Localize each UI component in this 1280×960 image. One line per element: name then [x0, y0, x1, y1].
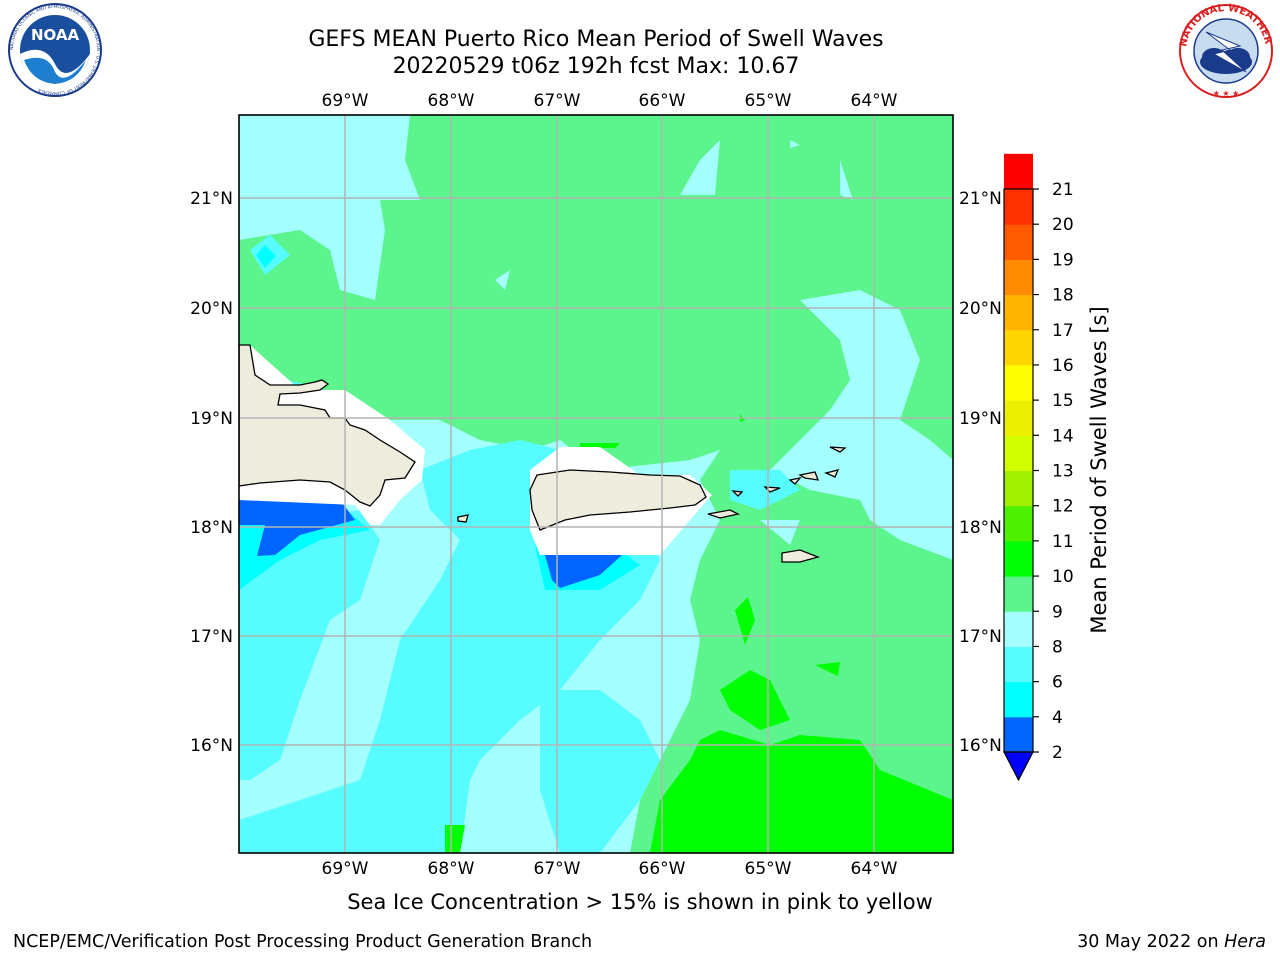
chart-title: GEFS MEAN Puerto Rico Mean Period of Swe… — [308, 27, 884, 52]
lon-label-bottom: 66°W — [639, 859, 686, 879]
lat-label-left: 21°N — [190, 189, 233, 209]
lon-label-bottom: 68°W — [428, 859, 475, 879]
colorbar-segment — [1004, 153, 1033, 190]
footer-date-text: 30 May 2022 on — [1077, 932, 1225, 952]
island-anegada — [829, 446, 847, 453]
lat-label-left: 20°N — [190, 299, 233, 319]
svg-text:★ ★ ★: ★ ★ ★ — [1213, 89, 1240, 98]
graticule — [239, 115, 953, 853]
lat-label-right: 17°N — [959, 627, 1002, 647]
noaa-logo: NOAA NATIONAL OCEANIC AND ATMOSPHERIC AD… — [8, 3, 102, 97]
colorbar-tick-label: 17 — [1052, 321, 1074, 341]
hispaniola-land — [239, 344, 416, 507]
colorbar-tick-label: 21 — [1052, 180, 1074, 200]
colorbar-tick-label: 8 — [1052, 637, 1063, 657]
colorbar: 2 4 6 8 9 10 11 12 13 14 15 16 17 18 19 20 21 — [1003, 153, 1074, 782]
island-st-john — [788, 477, 802, 485]
colorbar-tick-label: 4 — [1052, 708, 1063, 728]
lon-label-top: 68°W — [428, 91, 475, 111]
colorbar-tick-label: 9 — [1052, 602, 1063, 622]
colorbar-segment — [1004, 329, 1033, 366]
colorbar-tick-label: 18 — [1052, 286, 1074, 306]
lat-label-left: 17°N — [190, 627, 233, 647]
colorbar-tick-label: 6 — [1052, 673, 1063, 693]
colorbar-segment — [1004, 576, 1033, 612]
island-virgin-gorda — [824, 469, 840, 478]
colorbar-tick-label: 12 — [1052, 497, 1074, 517]
lat-label-right: 21°N — [959, 189, 1002, 209]
lat-label-right: 16°N — [959, 736, 1002, 756]
colorbar-segment — [1004, 716, 1033, 753]
colorbar-segment — [1004, 364, 1033, 401]
colorbar-tick-label: 16 — [1052, 356, 1074, 376]
swell-period-contour-2to4 — [239, 500, 622, 588]
footer-host: Hera — [1224, 932, 1266, 952]
lon-label-top: 69°W — [322, 91, 369, 111]
lon-label-top: 66°W — [639, 91, 686, 111]
map-panel — [239, 115, 953, 853]
colorbar-segment — [1004, 435, 1033, 471]
colorbar-segment — [1004, 259, 1033, 296]
colorbar-segment — [1004, 646, 1033, 683]
swell-period-contour-10to11 — [445, 414, 953, 853]
lat-label-right: 20°N — [959, 299, 1002, 319]
colorbar-tick-label: 14 — [1052, 426, 1074, 446]
colorbar-tick-label: 15 — [1052, 391, 1074, 411]
lat-label-left: 18°N — [190, 518, 233, 538]
colorbar-segment — [1004, 505, 1033, 542]
lon-label-bottom: 69°W — [322, 859, 369, 879]
island-mona — [457, 514, 469, 523]
colorbar-segment — [1004, 189, 1033, 225]
nws-logo: NATIONAL WEATHER SERVICE ★ ★ ★ — [1176, 2, 1274, 98]
island-vieques — [707, 509, 740, 519]
footer-credit: NCEP/EMC/Verification Post Processing Pr… — [13, 932, 593, 952]
colorbar-tick-label: 19 — [1052, 250, 1074, 270]
island-tortola — [798, 471, 819, 481]
lat-label-left: 16°N — [190, 736, 233, 756]
island-culebra — [731, 490, 744, 497]
footer-date: 30 May 2022 on Hera — [1077, 932, 1266, 952]
lon-label-top: 64°W — [851, 91, 898, 111]
colorbar-tick-label: 20 — [1052, 215, 1074, 235]
lon-label-bottom: 65°W — [745, 859, 792, 879]
colorbar-segment — [1004, 224, 1033, 260]
colorbar-segment — [1004, 681, 1033, 718]
colorbar-label: Mean Period of Swell Waves [s] — [1087, 306, 1111, 633]
colorbar-tick-label: 13 — [1052, 462, 1074, 482]
svg-text:NOAA: NOAA — [31, 26, 80, 44]
colorbar-segment — [1004, 611, 1033, 647]
lon-label-top: 65°W — [745, 91, 792, 111]
chart-subtitle: 20220529 t06z 192h fcst Max: 10.67 — [392, 54, 800, 79]
map-frame — [238, 114, 954, 854]
lat-label-right: 19°N — [959, 409, 1002, 429]
colorbar-tick-label: 11 — [1052, 532, 1074, 552]
colorbar-extend-arrow — [1003, 751, 1034, 782]
colorbar-segment — [1004, 400, 1033, 436]
lat-label-left: 19°N — [190, 409, 233, 429]
lon-label-bottom: 64°W — [851, 859, 898, 879]
colorbar-tick-label: 2 — [1052, 743, 1063, 763]
lon-label-bottom: 67°W — [534, 859, 581, 879]
sea-ice-note: Sea Ice Concentration > 15% is shown in … — [347, 890, 933, 914]
lat-label-right: 18°N — [959, 518, 1002, 538]
island-st-croix — [781, 549, 821, 563]
colorbar-tick-label: 10 — [1052, 567, 1074, 587]
colorbar-segment — [1004, 470, 1033, 507]
lon-label-top: 67°W — [534, 91, 581, 111]
colorbar-segment — [1004, 540, 1033, 577]
colorbar-segment — [1004, 294, 1033, 331]
